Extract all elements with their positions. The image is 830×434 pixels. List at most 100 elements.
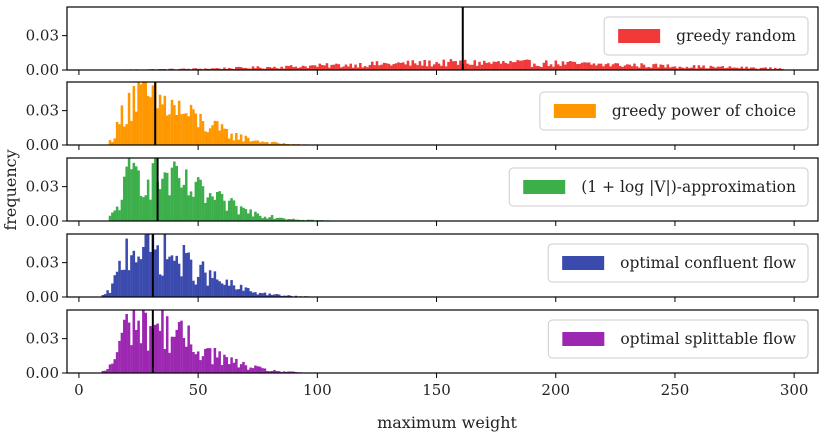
histogram-bar (483, 60, 486, 70)
histogram-bar (199, 264, 202, 297)
histogram-bar (149, 251, 152, 297)
histogram-bar (108, 292, 112, 297)
histogram-bar (232, 285, 236, 297)
histogram-bar (263, 68, 267, 70)
histogram-bar (502, 61, 505, 70)
histogram-bar (263, 216, 267, 221)
legend-label: optimal splittable flow (620, 330, 796, 348)
legend-label: optimal confluent flow (620, 254, 797, 272)
histogram-bar (733, 67, 736, 70)
histogram-bar (249, 367, 252, 373)
histogram-bar (709, 65, 713, 70)
histogram-bar (394, 63, 398, 70)
histogram-bar (549, 64, 553, 70)
histogram-bar (230, 357, 233, 373)
histogram-bar (487, 62, 491, 70)
histogram-bar (642, 64, 646, 70)
histogram-bar (323, 65, 326, 70)
histogram-bar (609, 66, 612, 70)
histogram-bar (344, 64, 348, 70)
histogram-bar (721, 66, 724, 70)
histogram-bar (211, 364, 214, 373)
panel-3: 0.00 0.03 (1 + log |V|)-approximation (26, 157, 819, 230)
histogram-bar (401, 62, 405, 70)
histogram-bar (211, 278, 214, 297)
histogram-bar (239, 364, 243, 373)
histogram-bar (149, 325, 152, 373)
histogram-bar (621, 66, 624, 70)
histogram-bar (273, 369, 276, 373)
histogram-bar (235, 358, 238, 373)
histogram-bar (249, 291, 252, 297)
histogram-bar (180, 320, 183, 373)
legend-swatch (562, 256, 605, 270)
histogram-bar (132, 250, 136, 297)
histogram-bar (282, 371, 286, 373)
histogram-bar (130, 345, 133, 373)
histogram-bar (232, 140, 236, 145)
histogram-bar (328, 67, 331, 70)
histogram-bar (576, 64, 579, 70)
histogram-bar (130, 120, 133, 145)
histogram-bar (213, 347, 217, 373)
histogram-bar (125, 166, 128, 221)
histogram-bar (151, 163, 155, 221)
histogram-bar (545, 60, 548, 70)
histogram-bar (440, 65, 443, 70)
histogram-bar (180, 187, 183, 221)
histogram-bar (256, 213, 260, 221)
histogram-bar (425, 66, 429, 70)
histogram-bar (213, 68, 217, 70)
histogram-bar (168, 114, 171, 145)
histogram-bar (568, 61, 572, 70)
histogram-bar (175, 329, 179, 373)
histogram-bar (187, 116, 190, 145)
histogram-bar (490, 63, 493, 70)
panel-frame (66, 309, 819, 374)
histogram-bar (161, 178, 164, 221)
histogram-bar (564, 64, 567, 70)
histogram-bar (261, 368, 264, 373)
histogram-bar (311, 65, 314, 70)
histogram-bar (132, 162, 136, 221)
histogram-bar (270, 67, 274, 70)
histogram-bar (163, 234, 167, 297)
histogram-bar (294, 295, 298, 297)
legend: (1 + log |V|)-approximation (508, 167, 809, 207)
y-tick-label: 0.00 (26, 212, 59, 230)
histogram-bar (201, 356, 205, 373)
histogram-bar (175, 165, 179, 221)
histogram-bar (599, 63, 603, 70)
histogram-bar (144, 82, 148, 145)
histogram-bar (611, 64, 615, 70)
x-tick-label: 0 (74, 381, 84, 399)
histogram-bar (130, 255, 133, 297)
histogram-bar (623, 65, 627, 70)
histogram-bar (282, 68, 286, 70)
histogram-bar (223, 67, 226, 70)
histogram-bar (614, 63, 617, 70)
histogram-bar (199, 179, 202, 221)
panel-5: 0.00 0.03 0 50 100 150 200 250 300 optimal splitt… (26, 309, 819, 399)
histogram-bar (151, 85, 155, 145)
histogram-bar (647, 67, 651, 70)
histogram-bar (237, 66, 240, 70)
histogram-bar (232, 200, 236, 221)
histogram-bar (194, 284, 198, 297)
histogram-bar (235, 289, 238, 297)
histogram-bar (728, 66, 732, 70)
histogram-bar (165, 172, 169, 221)
histogram-bar (216, 68, 219, 70)
histogram-bar (533, 63, 536, 70)
histogram-bar (125, 124, 128, 145)
histogram-bar (723, 68, 727, 70)
histogram-bar (368, 64, 372, 70)
histogram-bar (258, 142, 262, 145)
histogram-bar (170, 68, 174, 70)
panel-frame (66, 233, 819, 298)
histogram-bar (428, 60, 431, 70)
histogram-bar (161, 104, 164, 145)
histogram-bar (726, 67, 729, 70)
histogram-bar (230, 68, 233, 70)
histogram-bar (170, 99, 174, 145)
